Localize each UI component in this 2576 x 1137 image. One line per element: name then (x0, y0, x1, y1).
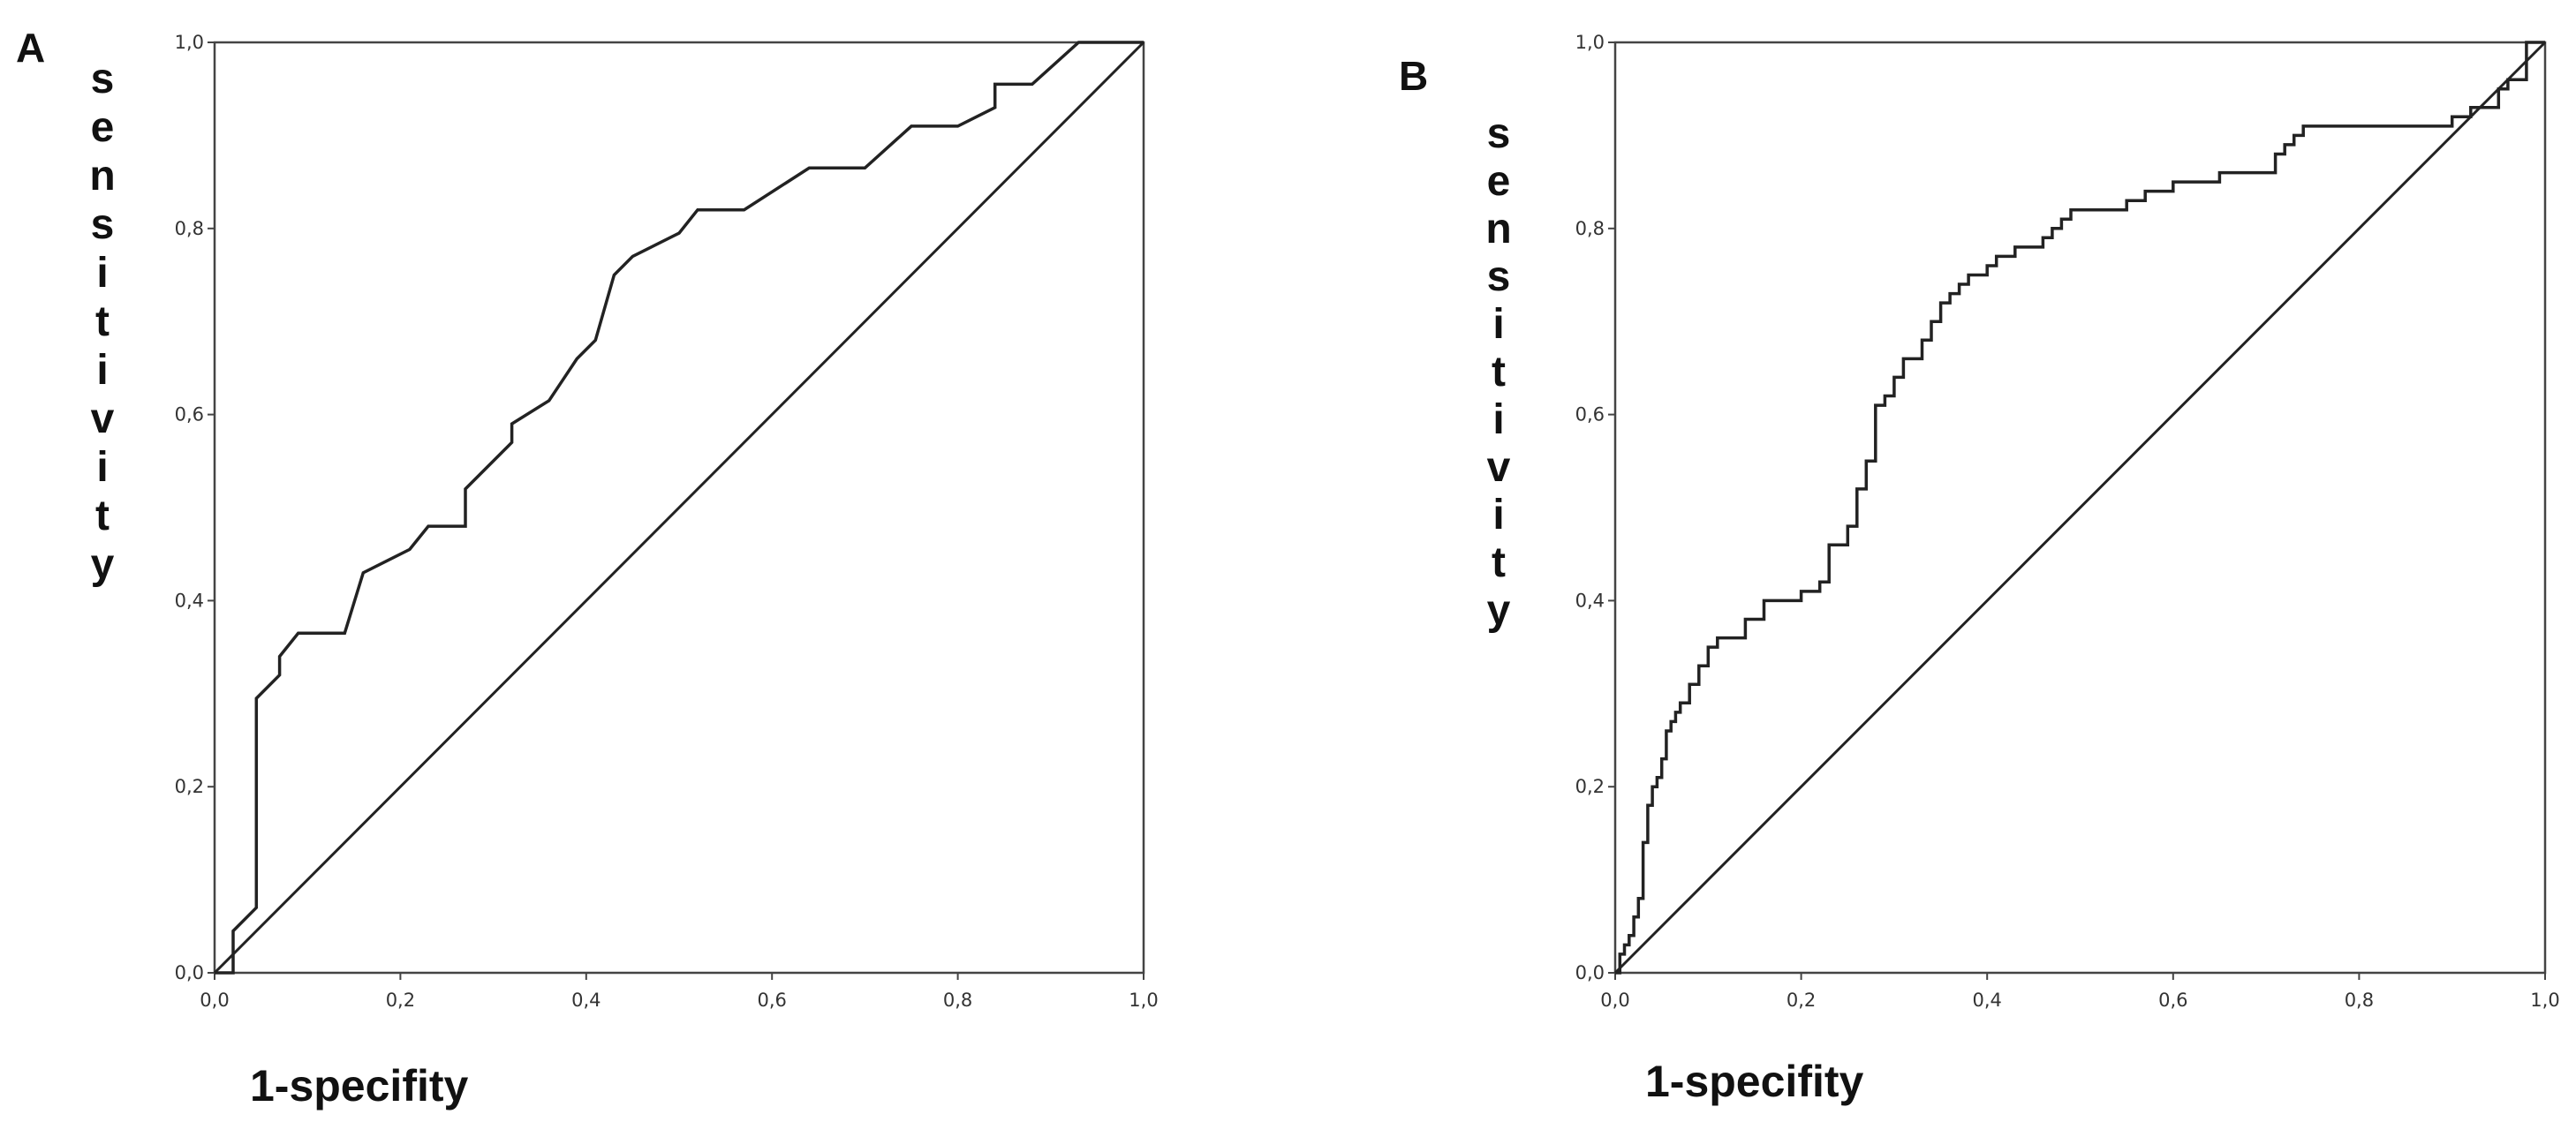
panel-a-y-tick-label: 0,0 (175, 962, 204, 983)
panel-b-plot-frame (1613, 41, 2547, 975)
panel-b-roc-curve (1615, 41, 2545, 975)
panel-a-y-axis-title-letter: i (96, 347, 108, 394)
panel-b-y-axis-title-letter: t (1492, 349, 1506, 395)
panel-b-y-tick-label: 0,2 (1575, 776, 1605, 797)
panel-b-y-tick-label: 1,0 (1575, 32, 1605, 53)
panel-b-label: B (1399, 53, 1428, 99)
panel-b-y-tick-label: 0,8 (1575, 218, 1605, 239)
panel-a-plot-frame (213, 41, 1145, 975)
panel-b-y-tick-label: 0,0 (1575, 962, 1605, 983)
panel-b-reference-line (1613, 41, 2547, 975)
panel-a-y-tick-label: 0,6 (175, 404, 204, 425)
panel-b-x-tick-label: 0,8 (2345, 990, 2374, 1011)
panel-a-y-axis-title-letter: n (89, 153, 115, 200)
panel-a-x-tick-label: 0,6 (757, 990, 786, 1011)
panel-a: A 0,00,20,40,60,81,0 0,0 0,2 0,4 0,6 0,8 1,0 … (16, 25, 1159, 1111)
panel-b: B 0,00,20,40,60,81,0 0,0 0,2 0,4 0,6 0,8 1,0 … (1399, 32, 2560, 1106)
panel-b-y-axis-title-letter: t (1492, 539, 1506, 586)
panel-a-y-tick-label: 0,4 (175, 590, 204, 611)
panel-a-x-tick-label: 0,2 (386, 990, 415, 1011)
panel-b-y-axis: 0,0 0,2 0,4 0,6 0,8 1,0 (1575, 32, 1615, 983)
panel-a-reference-line (213, 41, 1145, 975)
panel-b-y-axis-title-letter: y (1487, 587, 1511, 634)
panel-a-y-axis: 0,0 0,2 0,4 0,6 0,8 1,0 (175, 32, 215, 983)
panel-b-y-axis-title-letter: s (1487, 110, 1511, 157)
panel-a-x-axis-title: 1-specifity (250, 1061, 469, 1111)
panel-a-y-axis-title-letter: s (91, 201, 115, 248)
panel-b-y-axis-title-letter: n (1485, 206, 1511, 252)
panel-b-y-tick-label: 0,6 (1575, 404, 1605, 425)
panel-b-y-axis-title-letter: i (1492, 492, 1504, 538)
panel-a-y-axis-title-letter: s (91, 56, 115, 102)
panel-b-y-axis-title-letter: i (1492, 396, 1504, 443)
panel-b-y-axis-title-letter: v (1487, 444, 1511, 491)
panel-a-x-axis: 0,0 0,2 0,4 0,6 0,8 1,0 (200, 973, 1159, 1011)
panel-a-label: A (16, 25, 45, 71)
panel-b-x-tick-label: 1,0 (2530, 990, 2559, 1011)
panel-b-x-axis: 0,0 0,2 0,4 0,6 0,8 1,0 (1600, 973, 2560, 1011)
panel-a-y-tick-label: 0,2 (175, 776, 204, 797)
panel-b-x-axis-title: 1-specifity (1645, 1057, 1864, 1106)
panel-a-y-axis-title-letter: t (95, 493, 110, 539)
panel-b-y-axis-title-letter: e (1487, 158, 1511, 205)
panel-b-y-tick-label: 0,4 (1575, 590, 1605, 611)
panel-b-x-tick-label: 0,2 (1787, 990, 1816, 1011)
panel-a-y-axis-title-letter: y (91, 541, 115, 588)
panel-a-x-tick-label: 0,8 (943, 990, 972, 1011)
panel-a-x-tick-label: 1,0 (1129, 990, 1158, 1011)
panel-b-x-tick-label: 0,6 (2158, 990, 2187, 1011)
panel-b-y-axis-title-letter: i (1492, 301, 1504, 348)
panel-a-y-axis-title-letter: e (91, 104, 115, 151)
panel-a-y-axis-title-letter: i (96, 250, 108, 297)
panel-a-y-tick-label: 0,8 (175, 218, 204, 239)
panel-a-y-axis-title-letter: t (95, 298, 110, 345)
panel-a-roc-curve (215, 41, 1144, 975)
panel-a-y-tick-label: 1,0 (175, 32, 204, 53)
panel-a-x-tick-label: 0,0 (200, 990, 229, 1011)
panel-a-y-axis-title-letter: v (91, 395, 115, 442)
panel-a-x-tick-label: 0,4 (571, 990, 601, 1011)
panel-a-y-axis-title-letter: i (96, 444, 108, 491)
panel-b-y-axis-title-letter: s (1487, 253, 1511, 300)
panel-b-x-tick-label: 0,0 (1600, 990, 1629, 1011)
panel-b-x-tick-label: 0,4 (1972, 990, 2001, 1011)
